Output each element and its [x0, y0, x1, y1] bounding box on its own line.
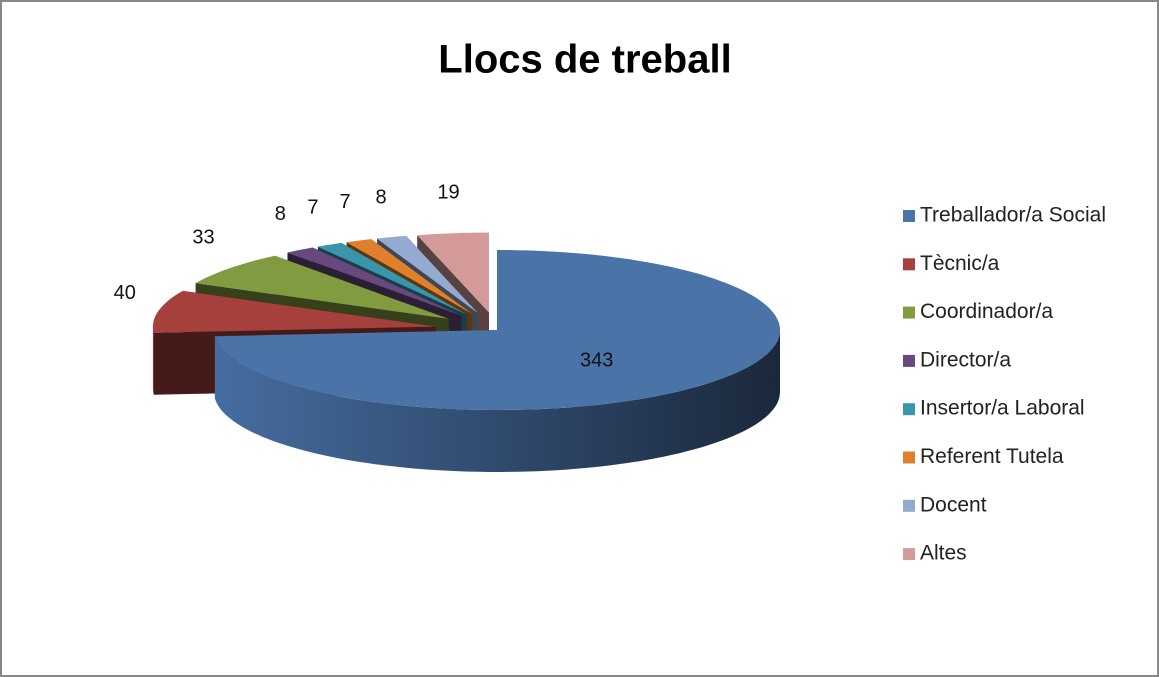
data-label: 8 — [275, 203, 286, 225]
legend-label: Tècnic/a — [920, 252, 1000, 275]
legend-label: Insertor/a Laboral — [920, 397, 1085, 420]
slice — [152, 290, 436, 333]
legend-label: Coordinador/a — [920, 300, 1053, 323]
legend-label: Referent Tutela — [920, 445, 1064, 468]
legend-label: Treballador/a Social — [920, 204, 1106, 227]
slice — [214, 250, 780, 410]
data-label: 7 — [307, 196, 318, 218]
slice-side — [214, 330, 780, 472]
legend-swatch — [903, 451, 915, 464]
slice — [377, 235, 478, 314]
slice — [346, 239, 473, 314]
slice — [317, 242, 467, 315]
data-label: 343 — [580, 349, 613, 371]
legend-swatch — [903, 258, 915, 271]
legend-swatch — [903, 499, 915, 512]
data-label: 7 — [340, 191, 351, 213]
legend-swatch — [903, 210, 915, 222]
legend-label: Docent — [920, 493, 987, 516]
data-label: 8 — [375, 187, 386, 209]
legend-swatch — [903, 548, 915, 561]
slice — [195, 255, 449, 319]
legend-swatch — [903, 403, 915, 416]
legend-swatch — [903, 306, 915, 319]
legend-label: Director/a — [920, 348, 1011, 371]
data-label: 19 — [437, 182, 459, 204]
data-label: 40 — [114, 282, 136, 304]
legend-label: Altes — [920, 542, 967, 565]
legend-swatch — [903, 354, 915, 367]
chart-title: Llocs de treball — [438, 38, 731, 82]
slice — [287, 247, 462, 316]
slice-side — [152, 326, 154, 395]
data-label: 33 — [192, 227, 214, 249]
slice — [417, 232, 489, 313]
